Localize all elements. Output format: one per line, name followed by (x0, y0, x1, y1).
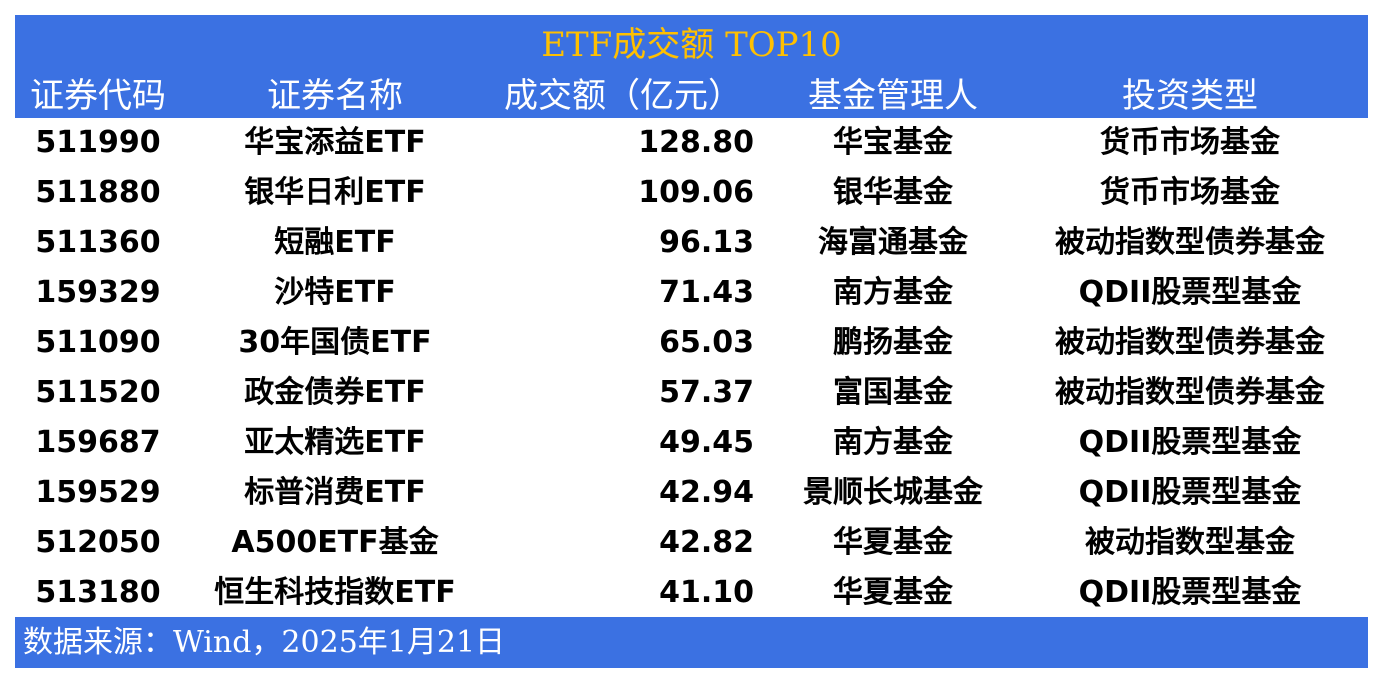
amount-cell: 57.37 (659, 375, 754, 410)
amount-cell: 109.06 (638, 175, 754, 210)
table-header: ETF成交额 TOP10 证券代码 证券名称 成交额（亿元） 基金管理人 投资类… (15, 15, 1368, 118)
name-cell: 30年国债ETF (238, 325, 432, 360)
type-cell: 被动指数型债券基金 (1055, 375, 1325, 410)
amount-cell: 128.80 (638, 125, 754, 160)
type-cell: 被动指数型债券基金 (1055, 225, 1325, 260)
footer: 数据来源：Wind，2025年1月21日 (15, 617, 1368, 668)
type-cell: QDII股票型基金 (1078, 425, 1302, 460)
amount-cell: 42.94 (659, 475, 754, 510)
name-cell: 标普消费ETF (244, 475, 426, 510)
amount-cell: 41.10 (659, 575, 754, 610)
type-cell: QDII股票型基金 (1078, 475, 1302, 510)
table-body: 511990 华宝添益ETF 128.80 华宝基金 货币市场基金 511880 银华日利E… (15, 118, 1368, 618)
code-cell: 511990 (35, 125, 161, 160)
name-cell: 沙特ETF (274, 275, 396, 310)
name-cell: 政金债券ETF (244, 375, 426, 410)
manager-cell: 华夏基金 (833, 525, 953, 560)
code-cell: 159529 (35, 475, 161, 510)
name-cell: 亚太精选ETF (244, 425, 426, 460)
code-cell: 511520 (35, 375, 161, 410)
header-type: 投资类型 (1122, 76, 1258, 116)
table-row: 511880 银华日利ETF 109.06 银华基金 货币市场基金 (15, 168, 1368, 218)
table-row: 159329 沙特ETF 71.43 南方基金 QDII股票型基金 (15, 268, 1368, 318)
table-row: 512050 A500ETF基金 42.82 华夏基金 被动指数型基金 (15, 518, 1368, 568)
manager-cell: 海富通基金 (818, 225, 968, 260)
amount-cell: 65.03 (659, 325, 754, 360)
manager-cell: 华宝基金 (833, 125, 953, 160)
table-row: 159529 标普消费ETF 42.94 景顺长城基金 QDII股票型基金 (15, 468, 1368, 518)
type-cell: 被动指数型债券基金 (1055, 325, 1325, 360)
manager-cell: 华夏基金 (833, 575, 953, 610)
type-cell: QDII股票型基金 (1078, 575, 1302, 610)
code-cell: 512050 (35, 525, 161, 560)
code-cell: 513180 (35, 575, 161, 610)
name-cell: 华宝添益ETF (244, 125, 426, 160)
header-code: 证券代码 (30, 76, 166, 116)
manager-cell: 银华基金 (833, 175, 953, 210)
code-cell: 511090 (35, 325, 161, 360)
table-row: 513180 恒生科技指数ETF 41.10 华夏基金 QDII股票型基金 (15, 568, 1368, 618)
table-row: 159687 亚太精选ETF 49.45 南方基金 QDII股票型基金 (15, 418, 1368, 468)
name-cell: 银华日利ETF (244, 175, 426, 210)
source-note: 数据来源：Wind，2025年1月21日 (23, 625, 506, 660)
header-name: 证券名称 (267, 76, 403, 116)
header-manager: 基金管理人 (808, 76, 978, 116)
name-cell: 短融ETF (274, 225, 396, 260)
table-row: 511090 30年国债ETF 65.03 鹏扬基金 被动指数型债券基金 (15, 318, 1368, 368)
code-cell: 511880 (35, 175, 161, 210)
code-cell: 159687 (35, 425, 161, 460)
type-cell: 货币市场基金 (1100, 125, 1280, 160)
name-cell: 恒生科技指数ETF (214, 575, 456, 610)
manager-cell: 鹏扬基金 (833, 325, 953, 360)
amount-cell: 96.13 (659, 225, 754, 260)
type-cell: 货币市场基金 (1100, 175, 1280, 210)
name-cell: A500ETF基金 (231, 525, 439, 560)
manager-cell: 南方基金 (833, 275, 953, 310)
table-title: ETF成交额 TOP10 (541, 25, 842, 65)
amount-cell: 49.45 (659, 425, 754, 460)
manager-cell: 南方基金 (833, 425, 953, 460)
table-row: 511520 政金债券ETF 57.37 富国基金 被动指数型债券基金 (15, 368, 1368, 418)
type-cell: QDII股票型基金 (1078, 275, 1302, 310)
table-row: 511990 华宝添益ETF 128.80 华宝基金 货币市场基金 (15, 118, 1368, 168)
header-amount: 成交额（亿元） (504, 76, 742, 116)
code-cell: 159329 (35, 275, 161, 310)
table-row: 511360 短融ETF 96.13 海富通基金 被动指数型债券基金 (15, 218, 1368, 268)
amount-cell: 71.43 (659, 275, 754, 310)
manager-cell: 景顺长城基金 (803, 475, 983, 510)
code-cell: 511360 (35, 225, 161, 260)
manager-cell: 富国基金 (833, 375, 953, 410)
amount-cell: 42.82 (659, 525, 754, 560)
type-cell: 被动指数型基金 (1085, 525, 1295, 560)
